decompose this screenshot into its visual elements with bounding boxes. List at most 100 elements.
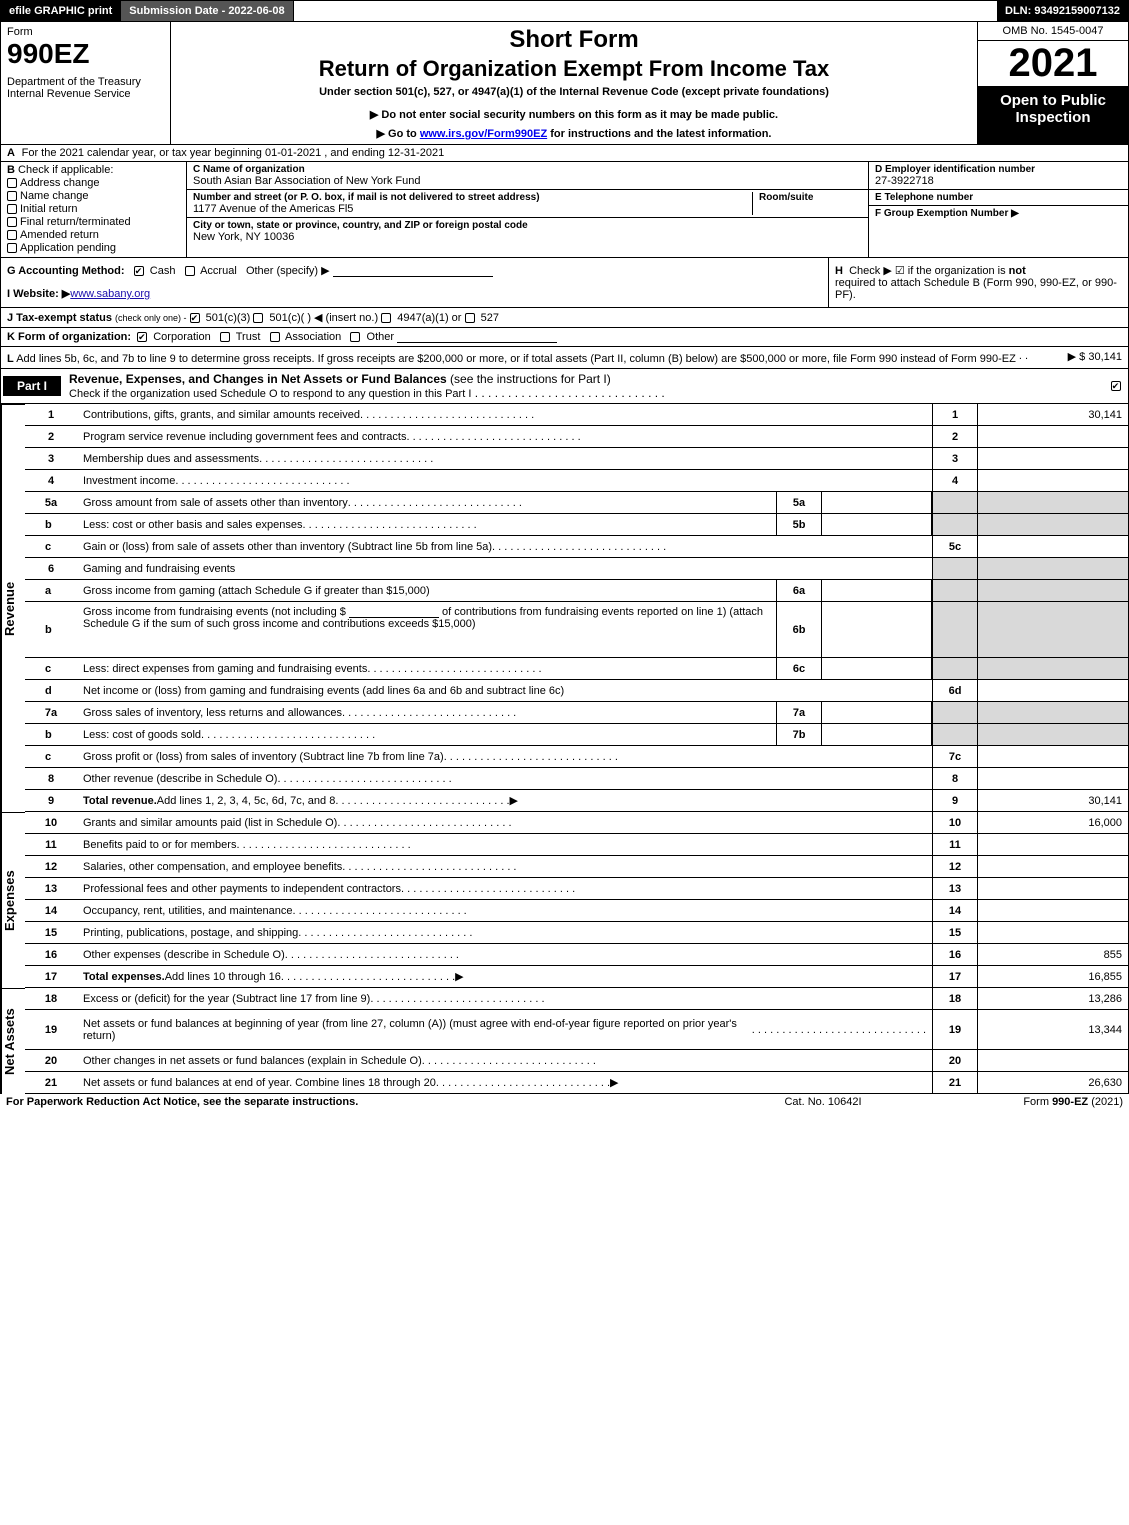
check-association[interactable] bbox=[270, 332, 280, 342]
check-4947[interactable] bbox=[381, 313, 391, 323]
dept-treasury: Department of the Treasury Internal Reve… bbox=[7, 76, 164, 100]
line-7b-value bbox=[822, 724, 932, 745]
paperwork-notice: For Paperwork Reduction Act Notice, see … bbox=[6, 1096, 723, 1108]
omb-number: OMB No. 1545-0047 bbox=[978, 22, 1128, 41]
check-501c[interactable] bbox=[253, 313, 263, 323]
title-block: Form 990EZ Department of the Treasury In… bbox=[0, 21, 1129, 145]
right-info: D Employer identification number 27-3922… bbox=[868, 162, 1128, 257]
line-3-value bbox=[978, 448, 1128, 469]
line-16-value: 855 bbox=[978, 944, 1128, 965]
form-number: 990EZ bbox=[7, 38, 164, 70]
check-amended-return[interactable]: Amended return bbox=[7, 229, 180, 241]
line-5a: 5a Gross amount from sale of assets othe… bbox=[25, 492, 1128, 514]
check-final-return[interactable]: Final return/terminated bbox=[7, 216, 180, 228]
line-15: 15 Printing, publications, postage, and … bbox=[25, 922, 1128, 944]
check-cash[interactable] bbox=[134, 266, 144, 276]
line-1-value: 30,141 bbox=[978, 404, 1128, 425]
ein-value: 27-3922718 bbox=[875, 175, 1122, 187]
check-527[interactable] bbox=[465, 313, 475, 323]
submission-date: Submission Date - 2022-06-08 bbox=[121, 1, 293, 21]
line-6b: b Gross income from fundraising events (… bbox=[25, 602, 1128, 658]
revenue-label: Revenue bbox=[1, 404, 25, 812]
check-corporation[interactable] bbox=[137, 332, 147, 342]
line-5a-value bbox=[822, 492, 932, 513]
ein-cell: D Employer identification number 27-3922… bbox=[869, 162, 1128, 190]
line-5b: b Less: cost or other basis and sales ex… bbox=[25, 514, 1128, 536]
check-initial-return[interactable]: Initial return bbox=[7, 203, 180, 215]
schedule-b-check: H Check ▶ ☑ if the organization is not r… bbox=[828, 258, 1128, 307]
line-19: 19 Net assets or fund balances at beginn… bbox=[25, 1010, 1128, 1050]
city-row: City or town, state or province, country… bbox=[187, 218, 868, 245]
line-9: 9 Total revenue. Add lines 1, 2, 3, 4, 5… bbox=[25, 790, 1128, 812]
line-17: 17 Total expenses. Add lines 10 through … bbox=[25, 966, 1128, 988]
address-row: Number and street (or P. O. box, if mail… bbox=[187, 190, 868, 218]
line-6c-value bbox=[822, 658, 932, 679]
irs-link[interactable]: www.irs.gov/Form990EZ bbox=[420, 128, 547, 140]
line-6a: a Gross income from gaming (attach Sched… bbox=[25, 580, 1128, 602]
form-id-box: Form 990EZ Department of the Treasury In… bbox=[1, 22, 171, 144]
line-21-value: 26,630 bbox=[978, 1072, 1128, 1093]
org-name: South Asian Bar Association of New York … bbox=[193, 175, 862, 187]
line-2-value bbox=[978, 426, 1128, 447]
row-j: J Tax-exempt status (check only one) - 5… bbox=[0, 308, 1129, 328]
check-other-org[interactable] bbox=[350, 332, 360, 342]
cat-no: Cat. No. 10642I bbox=[723, 1096, 923, 1108]
telephone-cell: E Telephone number bbox=[869, 190, 1128, 206]
check-application-pending[interactable]: Application pending bbox=[7, 242, 180, 254]
form-id-footer: Form 990-EZ (2021) bbox=[923, 1096, 1123, 1108]
org-name-cell: C Name of organization South Asian Bar A… bbox=[187, 162, 868, 190]
line-4: 4 Investment income 4 bbox=[25, 470, 1128, 492]
gross-receipts-amount: ▶ $ 30,141 bbox=[1068, 350, 1122, 363]
other-specify-input[interactable] bbox=[333, 265, 493, 277]
line-14-value bbox=[978, 900, 1128, 921]
line-11: 11 Benefits paid to or for members 11 bbox=[25, 834, 1128, 856]
line-6b-amount-input[interactable] bbox=[349, 606, 439, 618]
line-9-value: 30,141 bbox=[978, 790, 1128, 811]
check-address-change[interactable]: Address change bbox=[7, 177, 180, 189]
line-14: 14 Occupancy, rent, utilities, and maint… bbox=[25, 900, 1128, 922]
website-link[interactable]: www.sabany.org bbox=[70, 288, 150, 300]
other-org-input[interactable] bbox=[397, 331, 557, 343]
check-501c3[interactable] bbox=[190, 313, 200, 323]
line-2: 2 Program service revenue including gove… bbox=[25, 426, 1128, 448]
line-13-value bbox=[978, 878, 1128, 899]
under-section-text: Under section 501(c), 527, or 4947(a)(1)… bbox=[179, 86, 969, 98]
line-5b-value bbox=[822, 514, 932, 535]
part-i-label: Part I bbox=[3, 376, 61, 396]
website-row: I Website: ▶www.sabany.org bbox=[7, 287, 822, 300]
check-name-change[interactable]: Name change bbox=[7, 190, 180, 202]
ssn-warning: ▶ Do not enter social security numbers o… bbox=[179, 108, 969, 121]
line-a: A For the 2021 calendar year, or tax yea… bbox=[0, 145, 1129, 162]
line-21: 21 Net assets or fund balances at end of… bbox=[25, 1072, 1128, 1094]
net-assets-label: Net Assets bbox=[1, 988, 25, 1094]
line-6a-value bbox=[822, 580, 932, 601]
line-15-value bbox=[978, 922, 1128, 943]
line-7a: 7a Gross sales of inventory, less return… bbox=[25, 702, 1128, 724]
part-i-schedule-o-check[interactable] bbox=[1106, 380, 1128, 392]
line-6c: c Less: direct expenses from gaming and … bbox=[25, 658, 1128, 680]
line-1: 1 Contributions, gifts, grants, and simi… bbox=[25, 404, 1128, 426]
header-bar: efile GRAPHIC print Submission Date - 20… bbox=[0, 0, 1129, 21]
room-suite-label: Room/suite bbox=[759, 192, 862, 203]
line-11-value bbox=[978, 834, 1128, 855]
check-accrual[interactable] bbox=[185, 266, 195, 276]
line-20: 20 Other changes in net assets or fund b… bbox=[25, 1050, 1128, 1072]
open-public-inspection: Open to Public Inspection bbox=[978, 86, 1128, 144]
row-k: K Form of organization: Corporation Trus… bbox=[0, 328, 1129, 347]
block-b: B Check if applicable: Address change Na… bbox=[0, 162, 1129, 258]
check-if-applicable: B Check if applicable: Address change Na… bbox=[1, 162, 187, 257]
line-5c-value bbox=[978, 536, 1128, 557]
line-12-value bbox=[978, 856, 1128, 877]
page-footer: For Paperwork Reduction Act Notice, see … bbox=[0, 1094, 1129, 1110]
row-l: L Add lines 5b, 6c, and 7b to line 9 to … bbox=[0, 347, 1129, 369]
check-trust[interactable] bbox=[220, 332, 230, 342]
line-7c: c Gross profit or (loss) from sales of i… bbox=[25, 746, 1128, 768]
line-17-value: 16,855 bbox=[978, 966, 1128, 987]
line-16: 16 Other expenses (describe in Schedule … bbox=[25, 944, 1128, 966]
line-7a-value bbox=[822, 702, 932, 723]
goto-instructions: ▶ Go to www.irs.gov/Form990EZ for instru… bbox=[179, 127, 969, 140]
title-center: Short Form Return of Organization Exempt… bbox=[171, 22, 978, 144]
dln: DLN: 93492159007132 bbox=[997, 1, 1128, 21]
accounting-method: G Accounting Method: Cash Accrual Other … bbox=[7, 264, 822, 277]
org-info: C Name of organization South Asian Bar A… bbox=[187, 162, 868, 257]
